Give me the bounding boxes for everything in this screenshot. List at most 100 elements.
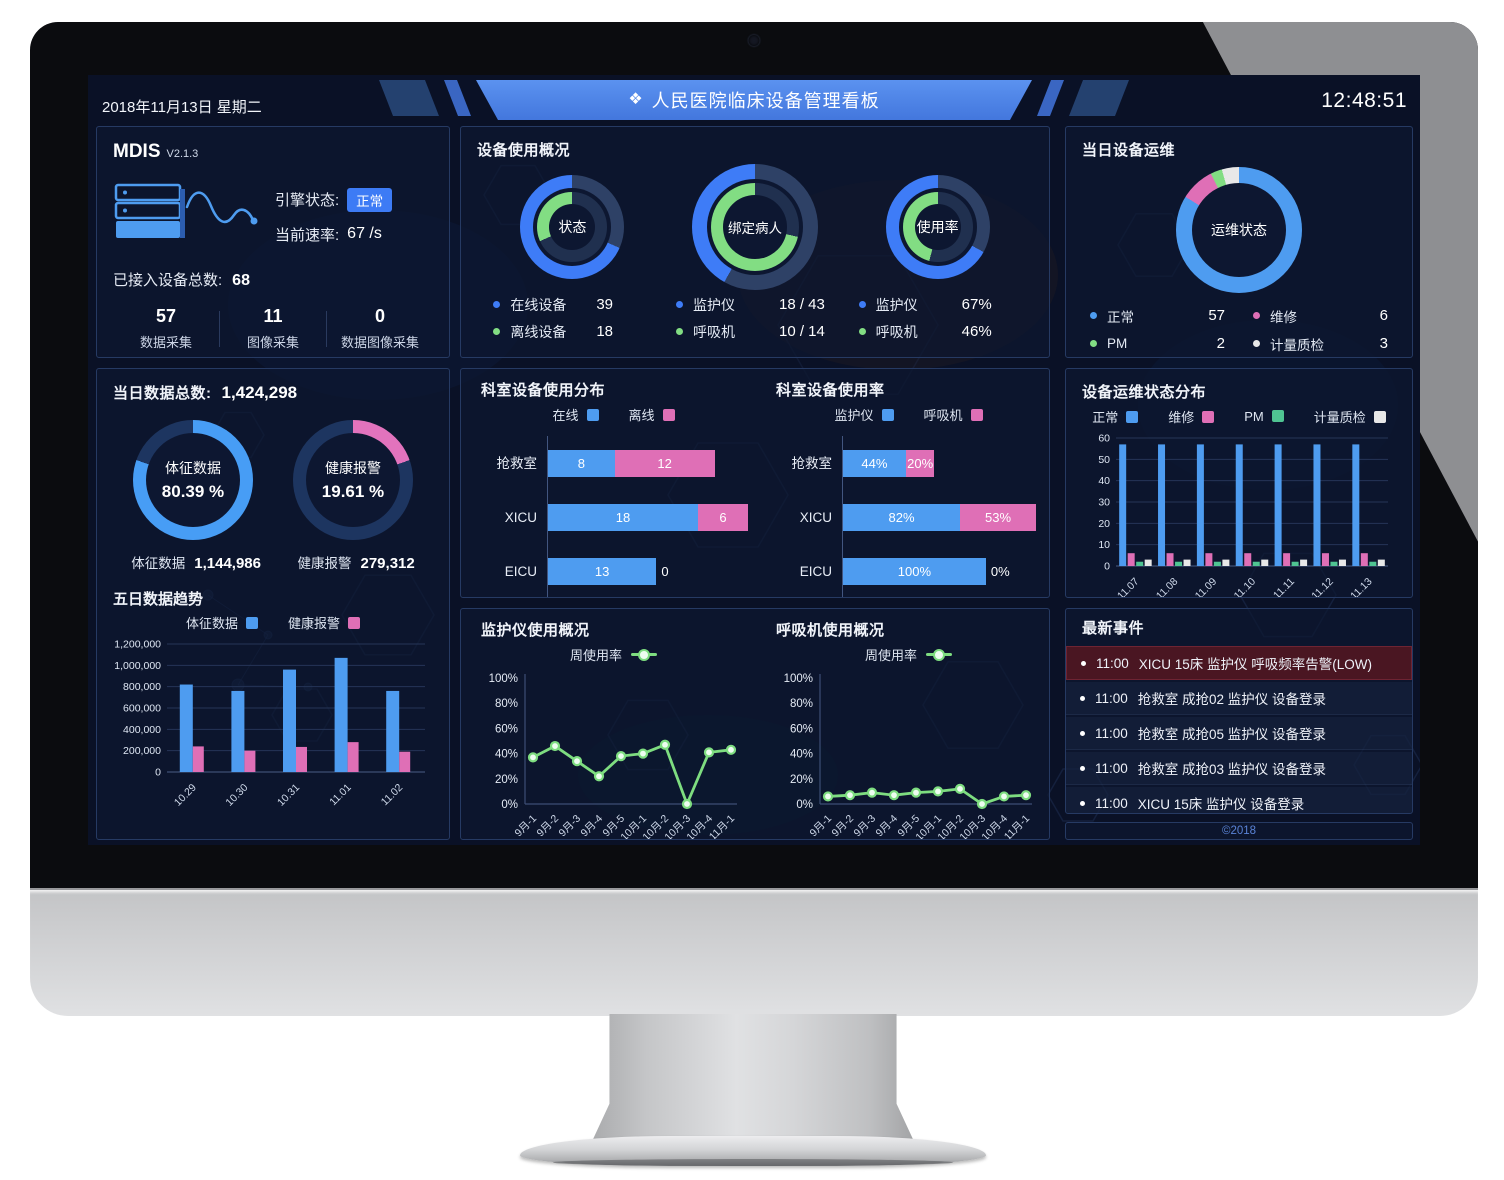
stacked-bar-row: 44% 20% (843, 450, 1041, 477)
dept-distribution-half: 科室设备使用分布 在线 离线 抢救室 XICU EICU 8 12 18 6 13 0 (461, 369, 756, 597)
donut-group-status: 状态 在线设备 39 离线设备 18 (481, 163, 664, 345)
legend-dot (1253, 312, 1260, 319)
monitor-usage-line-chart: 0% 20% 40% 60% 80% 100% 9月-1 9月-2 9月-3 9月-4 9月-5 10… (481, 664, 749, 840)
dept-usage-legend: 监护仪 呼吸机 (776, 405, 1041, 424)
stacked-bar-row: 82% 53% (843, 504, 1041, 531)
stat-divider (326, 310, 327, 347)
event-list: 11:00 XICU 15床 监护仪 呼吸频率告警(LOW) 11:00 抢救室 成抢… (1066, 646, 1412, 813)
event-row: 11:00 XICU 15床 监护仪 设备登录 (1066, 787, 1412, 813)
engine-status-label: 引擎状态: (275, 192, 340, 209)
panel-title: 呼吸机使用概况 (776, 622, 885, 639)
svg-text:11.10: 11.10 (1232, 576, 1259, 598)
legend-label: 离线 (628, 408, 655, 423)
panel-latest-events: 最新事件 11:00 XICU 15床 监护仪 呼吸频率告警(LOW) 11:00 抢… (1065, 608, 1413, 814)
svg-text:30: 30 (1098, 497, 1110, 509)
svg-text:10.29: 10.29 (172, 782, 199, 809)
ventilator-usage-half: 呼吸机使用概况 周使用率 0% 20% 40% 60% 80% 100% 9月-1 9月-2 9… (756, 609, 1049, 839)
bar-value: 20% (907, 456, 934, 471)
donut-row: 状态 在线设备 39 离线设备 18 绑定病人 监护仪 18 / 43 呼吸机 10 / 1… (477, 163, 1033, 345)
ventilator-usage-line-chart: 0% 20% 40% 60% 80% 100% 9月-1 9月-2 9月-3 9月-4 9月-5 10… (776, 664, 1044, 839)
legend-swatch (881, 409, 894, 421)
stat-data-image-collect: 0 数据图像采集 (327, 306, 433, 351)
panel-title: 当日设备运维 (1082, 142, 1176, 159)
event-bullet-icon (1080, 730, 1085, 736)
svg-text:11.11: 11.11 (1271, 576, 1297, 598)
legend-label: 监护仪 (875, 296, 918, 313)
data-donuts-row: 体征数据 80.39 % 健康报警 19.61 % (113, 420, 433, 540)
event-text: 抢救室 成抢05 监护仪 设备登录 (1137, 727, 1327, 742)
alarms-label: 健康报警 (297, 556, 352, 571)
line-chart-svg: 0%20%40%60%80%100%9月-19月-29月-39月-49月-510… (489, 673, 738, 840)
bar-value: 82% (888, 510, 915, 525)
event-time: 11:00 (1095, 795, 1128, 811)
legend-item: 计量质检 3 (1253, 331, 1388, 356)
event-bullet-icon (1080, 800, 1085, 806)
svg-text:11.08: 11.08 (1154, 576, 1181, 598)
svg-text:600,000: 600,000 (123, 703, 161, 715)
usage-rate-donut-chart: 使用率 (885, 175, 990, 279)
legend-swatch (1202, 411, 1215, 423)
svg-text:80%: 80% (495, 698, 518, 710)
legend-label: 计量质检 (1313, 410, 1366, 425)
svg-text:100%: 100% (489, 673, 518, 685)
legend-item: 离线 (629, 405, 675, 424)
legend-dot (1090, 340, 1097, 347)
event-row: 11:00 抢救室 成抢05 监护仪 设备登录 (1066, 717, 1412, 750)
today-total-value: 1,424,298 (221, 383, 298, 402)
banner-wing-left-outer (379, 80, 439, 116)
five-day-bar-chart: 0 200,000 400,000 600,000 800,000 1,000,000 1,… (113, 634, 435, 810)
svg-text:60: 60 (1098, 433, 1110, 445)
event-row: 11:00 抢救室 成抢02 监护仪 设备登录 (1066, 682, 1412, 715)
rate-value: 67 /s (347, 225, 382, 242)
legend-label: 健康报警 (288, 616, 341, 631)
panel-device-usage: 设备使用概况 状态 在线设备 39 离线设备 18 绑定病人 监护仪 18 / 43 呼吸… (460, 126, 1050, 358)
panel-title: 设备使用概况 (477, 142, 571, 159)
legend-label: PM (1107, 336, 1128, 351)
monitor-stand-neck (588, 1014, 918, 1150)
legend-dot (858, 301, 866, 308)
five-day-legend: 体征数据 健康报警 (113, 613, 433, 632)
bar-segment (905, 450, 935, 477)
legend-dot (493, 328, 501, 335)
svg-text:9月-1: 9月-1 (512, 813, 539, 840)
status-donut-legend: 在线设备 39 离线设备 18 (493, 291, 651, 345)
svg-text:0: 0 (1104, 561, 1110, 573)
five-day-title: 五日数据趋势 (113, 591, 204, 608)
svg-text:20%: 20% (495, 774, 518, 786)
hbar-chart: 抢救室 XICU EICU 44% 20% 82% 53% 100% 0% (776, 436, 1041, 597)
event-time: 11:00 (1095, 725, 1128, 741)
ops-status-legend: 正常 57 维修 6 PM 2 计量质检 3 (1082, 303, 1396, 356)
legend-item: 正常 (1092, 407, 1139, 426)
server-icon (114, 183, 258, 238)
legend-label: 在线设备 (510, 296, 567, 313)
bar-rows: 8 12 18 6 13 0 (547, 436, 748, 597)
event-text: 抢救室 成抢03 监护仪 设备登录 (1137, 762, 1327, 777)
event-bullet-icon (1081, 660, 1086, 666)
event-bullet-icon (1080, 765, 1085, 771)
header-clock: 12:48:51 (1321, 89, 1407, 112)
vitals-donut-chart: 体征数据 80.39 % (133, 420, 253, 540)
category-label: 抢救室 (496, 456, 538, 471)
event-time: 11:00 (1096, 655, 1129, 671)
svg-text:11.07: 11.07 (1115, 576, 1142, 598)
legend-label: PM (1244, 409, 1264, 424)
event-text: 抢救室 成抢02 监护仪 设备登录 (1137, 692, 1327, 707)
legend-swatch (246, 617, 258, 629)
stacked-bar-row: 13 0 (548, 558, 746, 585)
rate-label: 当前速率: (275, 226, 340, 244)
svg-text:20%: 20% (790, 774, 813, 786)
legend-line-marker (926, 648, 952, 661)
svg-text:80%: 80% (790, 698, 813, 710)
dept-usage-half: 科室设备使用率 监护仪 呼吸机 抢救室 XICU EICU 44% 20% 82% 53% 10… (756, 369, 1049, 597)
svg-text:0: 0 (155, 767, 161, 779)
mdis-main-row: 引擎状态: 正常 当前速率: 67 /s (113, 177, 433, 255)
mdis-header: MDIS V2.1.3 (113, 141, 433, 163)
stat-value: 11 (263, 306, 283, 326)
stat-image-collect: 11 图像采集 (220, 306, 326, 351)
donut-group-bound-patients: 绑定病人 监护仪 18 / 43 呼吸机 10 / 14 (664, 163, 847, 345)
legend-item: 在线设备 39 (493, 291, 651, 318)
donut-center-label: 健康报警 19.61 % (306, 433, 400, 527)
rate-row: 当前速率: 67 /s (275, 224, 392, 245)
today-total-label: 当日数据总数: (113, 385, 212, 402)
